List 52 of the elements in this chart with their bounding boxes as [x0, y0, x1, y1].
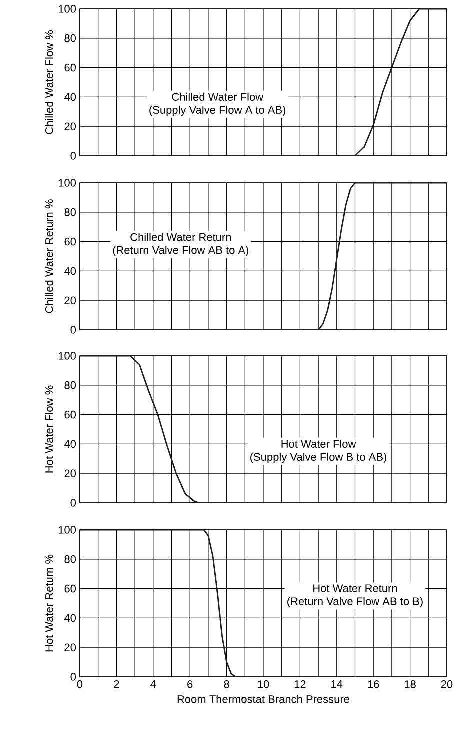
y-tick-label: 100	[58, 352, 76, 360]
x-tick-label: 2	[114, 680, 120, 688]
line-series	[80, 183, 447, 330]
annotation: Chilled Water Return	[130, 233, 232, 242]
y-tick-label: 20	[64, 644, 76, 652]
y-tick-label: 60	[64, 64, 76, 72]
annotation: (Return Valve Flow AB to B)	[288, 597, 423, 608]
x-tick-label: 4	[150, 680, 156, 688]
y-tick-label: 60	[64, 410, 76, 419]
y-tick-label: 100	[58, 526, 76, 534]
y-tick-label: 80	[64, 34, 76, 42]
y-tick-label: 40	[64, 614, 76, 622]
y-tick-label: 100	[58, 179, 76, 187]
x-tick-label: 12	[294, 680, 306, 688]
y-tick-label: 20	[64, 122, 76, 130]
x-tick-label: 6	[188, 680, 193, 688]
x-tick-label: 20	[441, 680, 453, 688]
y-tick-label: 0	[70, 326, 76, 334]
x-tick-label: 16	[368, 680, 380, 688]
y-axis-title: Hot Water Return %	[46, 554, 54, 652]
x-tick-label: 18	[405, 680, 416, 688]
y-tick-label: 60	[64, 584, 76, 593]
line-series	[80, 356, 447, 503]
y-tick-label: 20	[64, 296, 76, 304]
y-tick-label: 100	[58, 5, 76, 13]
y-axis-title: Chilled Water Return %	[45, 200, 54, 314]
annotation: Hot Water Flow	[282, 440, 356, 448]
annotation: Chilled Water Flow	[172, 92, 264, 102]
y-tick-label: 40	[64, 267, 76, 276]
y-tick-label: 80	[64, 556, 76, 564]
annotation: Hot Water Return	[314, 584, 398, 592]
line-series	[80, 9, 447, 156]
x-tick-label: 10	[258, 680, 270, 688]
y-tick-label: 40	[64, 440, 76, 448]
x-axis-title: Room Thermostat Branch Pressure	[178, 695, 350, 704]
y-tick-label: 80	[64, 208, 76, 216]
y-axis-title: Hot Water Flow %	[45, 386, 54, 473]
annotation: (Return Valve Flow AB to A)	[113, 246, 249, 256]
y-tick-label: 80	[64, 382, 76, 390]
y-tick-label: 60	[64, 238, 76, 246]
y-tick-label: 0	[70, 152, 76, 160]
x-tick-label: 14	[332, 680, 343, 688]
x-tick-label: 8	[224, 680, 230, 688]
y-tick-label: 40	[64, 93, 76, 102]
y-tick-label: 0	[70, 673, 76, 681]
y-tick-label: 0	[70, 499, 76, 507]
y-tick-label: 20	[64, 470, 76, 478]
annotation: (Supply Valve Flow A to AB)	[150, 106, 286, 116]
y-axis-title: Chilled Water Flow %	[45, 30, 54, 134]
x-tick-label: 0	[77, 680, 83, 688]
line-series	[80, 530, 447, 677]
annotation: (Supply Valve Flow B to AB)	[250, 452, 387, 464]
